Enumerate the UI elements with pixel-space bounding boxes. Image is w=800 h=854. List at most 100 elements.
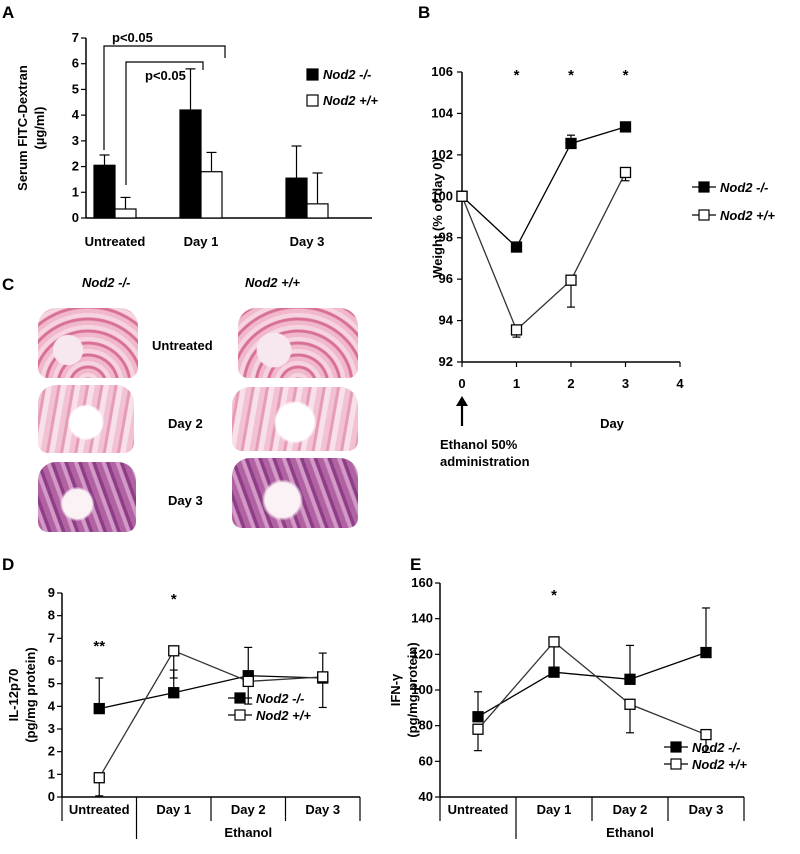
chart-b-y-tick-label: 102 — [431, 147, 453, 162]
chart-a-legend-swatch — [306, 68, 319, 81]
chart-b-point — [565, 137, 577, 150]
chart-e-y-tick-label: 160 — [411, 575, 433, 590]
chart-e-legend-label: Nod2 -/- — [692, 740, 740, 755]
chart-d-x-group-label: Ethanol — [224, 825, 272, 840]
chart-e-x-group-label: Ethanol — [606, 825, 654, 840]
chart-e-x-tick-label: Day 1 — [537, 802, 572, 817]
chart-b-y-tick-label: 98 — [439, 230, 453, 245]
chart-d-y-tick-label: 9 — [48, 585, 55, 600]
chart-e-x-tick-label: Day 2 — [613, 802, 648, 817]
chart-a-y-tick-label: 5 — [72, 81, 79, 96]
chart-b-y-label: Weight (% of day 0) — [430, 158, 445, 278]
histology-col-label-right: Nod2 +/+ — [245, 275, 300, 290]
chart-a-y-tick-label: 3 — [72, 133, 79, 148]
chart-b-y-tick-label: 92 — [439, 354, 453, 369]
chart-b-legend-marker — [698, 209, 710, 221]
chart-b-arrow-head — [456, 396, 468, 406]
chart-d-y-label: IL-12p70 (pg/mg protein) — [6, 647, 38, 742]
chart-a-x-tick-label: Day 3 — [290, 234, 325, 249]
chart-a-y-tick-label: 6 — [72, 56, 79, 71]
chart-e-x-tick-label: Untreated — [448, 802, 509, 817]
histology-nod2ko-day3 — [38, 462, 136, 532]
chart-d-il12p70: 0 1 2 3 4 5 6 7 8 9 Untreated Day 1 Day 2 Day 3 Ethano… — [6, 585, 361, 840]
histology-col-label-left: Nod2 -/- — [82, 275, 130, 290]
chart-b-series-line — [461, 172, 627, 332]
chart-e-point — [624, 698, 636, 710]
chart-b-legend-marker — [698, 181, 710, 193]
chart-e-y-tick-label: 140 — [411, 611, 433, 626]
chart-d-legend-marker — [234, 709, 246, 721]
chart-e-x-tick-label: Day 3 — [689, 802, 724, 817]
chart-b-annotation-line: administration — [440, 454, 530, 469]
chart-e-y-tick-label: 60 — [419, 753, 433, 768]
chart-a-bar — [200, 171, 223, 219]
chart-d-point — [317, 671, 329, 683]
chart-e-y-tick-label: 100 — [411, 682, 433, 697]
histology-row-label-day2: Day 2 — [168, 416, 203, 431]
chart-a-bar — [114, 208, 137, 219]
chart-a-y-label-line: Serum FITC-Dextran — [15, 65, 30, 191]
panel-label-c: C — [2, 275, 14, 294]
chart-a-y-label: Serum FITC-Dextran (µg/ml) — [15, 65, 47, 191]
chart-e-point — [472, 723, 484, 735]
chart-e-y-tick-label: 120 — [411, 646, 433, 661]
chart-e-point — [624, 673, 636, 685]
chart-e-y-label: IFN-γ (pg/mg protein) — [388, 642, 420, 737]
chart-b-significance-star: * — [623, 67, 629, 84]
chart-a-y-tick-label: 2 — [72, 159, 79, 174]
chart-d-point — [242, 675, 254, 688]
chart-a-legend-swatch — [306, 94, 319, 107]
chart-d-y-tick-label: 1 — [48, 766, 55, 781]
chart-a-x-tick-label: Untreated — [85, 234, 146, 249]
chart-d-y-label-line: (pg/mg protein) — [23, 647, 38, 742]
chart-b-annotation-line: Ethanol 50% — [440, 437, 518, 452]
chart-b-point — [565, 274, 577, 286]
chart-a-sig-bracket — [125, 61, 204, 185]
chart-a-y-tick-label: 7 — [72, 30, 79, 45]
chart-b-y-tick-label: 100 — [431, 188, 453, 203]
chart-e-legend-marker — [670, 758, 682, 770]
chart-d-y-tick-label: 5 — [48, 676, 55, 691]
chart-d-y-label-line: IL-12p70 — [6, 669, 21, 722]
chart-a-sig-bracket — [103, 45, 226, 150]
chart-d-y-tick-label: 6 — [48, 653, 55, 668]
chart-e-point — [700, 646, 712, 659]
chart-b-point — [510, 324, 523, 336]
chart-d-x-tick-label: Day 1 — [156, 802, 191, 817]
chart-e-y-label-line: IFN-γ — [388, 673, 403, 706]
chart-e-point — [548, 636, 560, 648]
chart-a-y-tick-label: 4 — [72, 107, 80, 122]
chart-d-x-tick-label: Untreated — [69, 802, 130, 817]
panel-label-d: D — [2, 555, 14, 574]
chart-a-bar — [285, 177, 308, 219]
chart-d-x-tick-label: Day 2 — [231, 802, 266, 817]
chart-d-y-tick-label: 3 — [48, 721, 55, 736]
chart-b-y-tick-label: 94 — [439, 313, 454, 328]
chart-d-significance-star: ** — [93, 638, 105, 655]
chart-b-x-tick-label: 0 — [458, 376, 465, 391]
chart-d-legend-marker — [234, 692, 246, 704]
chart-e-y-label-line: (pg/mg protein) — [405, 642, 420, 737]
chart-b-y-tick-label: 106 — [431, 64, 453, 79]
chart-d-y-tick-label: 0 — [48, 789, 55, 804]
chart-d-point — [93, 702, 105, 715]
chart-e-y-tick-label: 40 — [419, 789, 433, 804]
chart-d-significance-star: * — [171, 591, 177, 608]
chart-b-x-tick-label: 1 — [513, 376, 520, 391]
chart-d-y-tick-label: 2 — [48, 744, 55, 759]
chart-e-y-tick-label: 80 — [419, 718, 433, 733]
histology-nod2ko-day2 — [38, 385, 134, 453]
chart-d-legend-label: Nod2 -/- — [256, 691, 304, 706]
chart-a-y-tick-label: 0 — [72, 210, 79, 225]
chart-a-legend-label: Nod2 -/- — [323, 67, 371, 82]
chart-b-significance-star: * — [568, 67, 574, 84]
histology-nod2wt-day2 — [232, 387, 358, 451]
chart-a-x-tick-label: Day 1 — [184, 234, 219, 249]
chart-d-y-tick-label: 7 — [48, 630, 55, 645]
chart-b-point — [619, 121, 632, 133]
chart-b-series-line — [461, 126, 626, 249]
chart-b-x-tick-label: 2 — [567, 376, 574, 391]
panel-label-b: B — [418, 3, 430, 22]
chart-a-pvalue-label: p<0.05 — [145, 68, 186, 83]
